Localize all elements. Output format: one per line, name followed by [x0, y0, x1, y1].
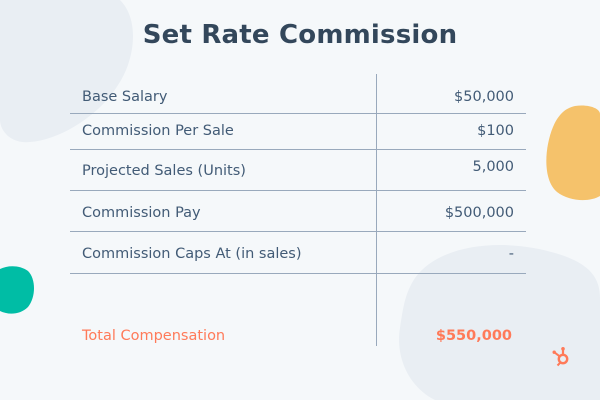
grey-blob-bottom-right	[399, 245, 600, 400]
row-label: Projected Sales (Units)	[82, 163, 246, 179]
column-divider	[376, 74, 377, 346]
hubspot-sprocket-icon	[552, 347, 569, 367]
table-row: Commission Caps At (in sales) -	[70, 232, 526, 274]
orange-blob	[546, 105, 600, 201]
row-value: $50,000	[454, 89, 514, 105]
row-value: 5,000	[472, 159, 514, 175]
grey-blob-top-left	[0, 0, 133, 143]
table-row: Commission Per Sale $100	[70, 114, 526, 150]
row-label: Commission Pay	[82, 205, 201, 221]
table-row: Commission Pay $500,000	[70, 191, 526, 232]
teal-blob	[0, 266, 34, 314]
table-row: Projected Sales (Units) 5,000	[70, 150, 526, 191]
table-row: Base Salary $50,000	[70, 74, 526, 114]
page-title: Set Rate Commission	[142, 20, 458, 50]
row-value: $500,000	[444, 205, 514, 221]
row-label: Base Salary	[82, 89, 168, 105]
total-compensation-value: $550,000	[435, 328, 512, 344]
row-value: -	[508, 246, 514, 262]
row-label: Commission Caps At (in sales)	[82, 246, 302, 262]
total-compensation-label: Total Compensation	[82, 328, 226, 344]
row-value: $100	[477, 123, 514, 139]
row-label: Commission Per Sale	[82, 123, 234, 139]
